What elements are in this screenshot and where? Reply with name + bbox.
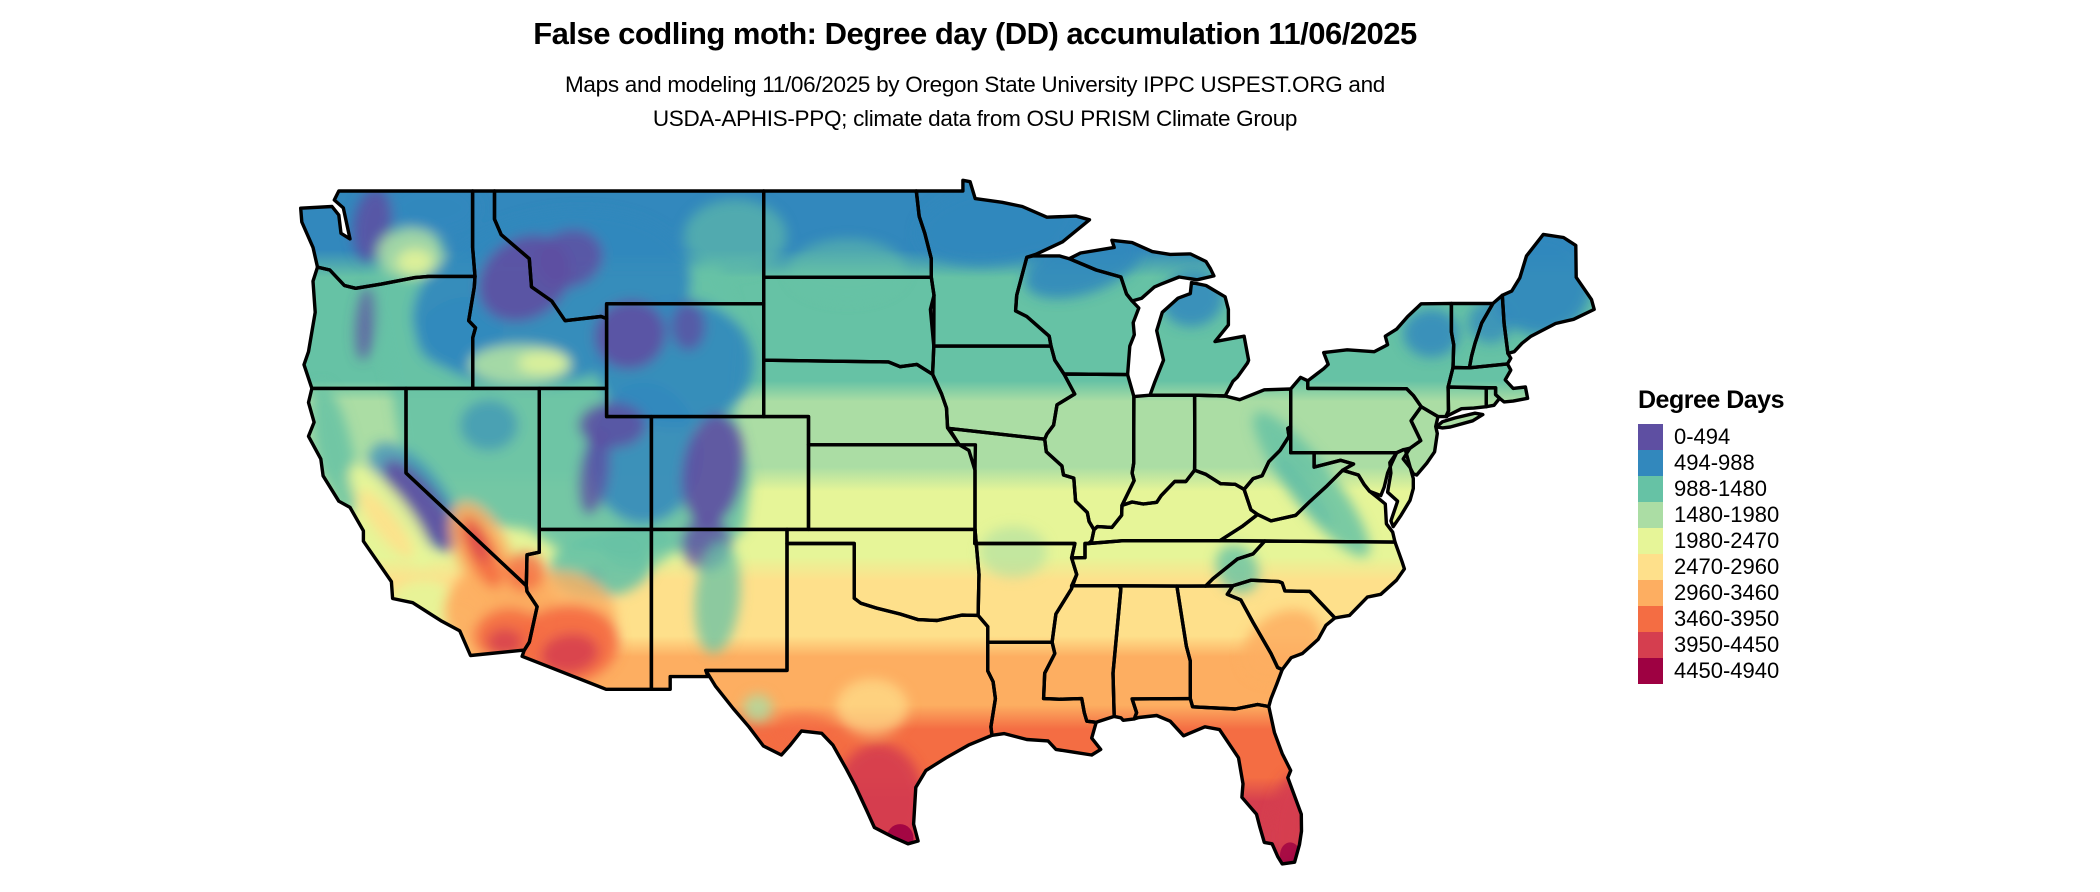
legend-swatch [1638,658,1663,684]
legend-swatch [1638,606,1663,632]
legend-entry: 2470-2960 [1638,554,1784,580]
legend-label: 4450-4940 [1674,658,1780,683]
legend-rows: 0-494 494-988 988-1480 1480-1980 1980-2470 24… [1638,424,1784,684]
legend-entry: 494-988 [1638,450,1784,476]
legend-entry: 4450-4940 [1638,658,1784,684]
legend-entry: 2960-3460 [1638,580,1784,606]
legend-swatch [1638,632,1663,658]
legend-entry: 1480-1980 [1638,502,1784,528]
legend-swatch [1638,554,1663,580]
legend-label: 2470-2960 [1674,554,1780,579]
legend-swatch [1638,502,1663,528]
legend-label: 3460-3950 [1674,606,1780,631]
legend-swatch [1638,580,1663,606]
legend-label: 494-988 [1674,450,1755,475]
legend-entry: 0-494 [1638,424,1784,450]
climate-region-blobs [311,182,1592,864]
legend-swatch [1638,528,1663,554]
legend: Degree Days 0-494 494-988 988-1480 1480-198… [1638,386,1784,684]
legend-entry: 1980-2470 [1638,528,1784,554]
legend-label: 3950-4450 [1674,632,1780,657]
page-subtitle: Maps and modeling 11/06/2025 by Oregon S… [0,68,1950,136]
legend-label: 2960-3460 [1674,580,1780,605]
page-title: False codling moth: Degree day (DD) accu… [533,16,1417,51]
legend-label: 988-1480 [1674,476,1767,501]
legend-swatch [1638,450,1663,476]
legend-swatch [1638,476,1663,502]
subtitle-line-2: USDA-APHIS-PPQ; climate data from OSU PR… [652,105,1298,131]
legend-entry: 3950-4450 [1638,632,1784,658]
legend-entry: 3460-3950 [1638,606,1784,632]
legend-label: 0-494 [1674,424,1731,449]
legend-swatch [1638,424,1663,450]
state-borders [299,178,1596,866]
legend-entry: 988-1480 [1638,476,1784,502]
subtitle-line-1: Maps and modeling 11/06/2025 by Oregon S… [564,72,1386,97]
legend-label: 1480-1980 [1674,502,1780,527]
legend-label: 1980-2470 [1674,528,1780,553]
header: False codling moth: Degree day (DD) accu… [0,16,1950,136]
legend-title: Degree Days [1638,386,1784,414]
